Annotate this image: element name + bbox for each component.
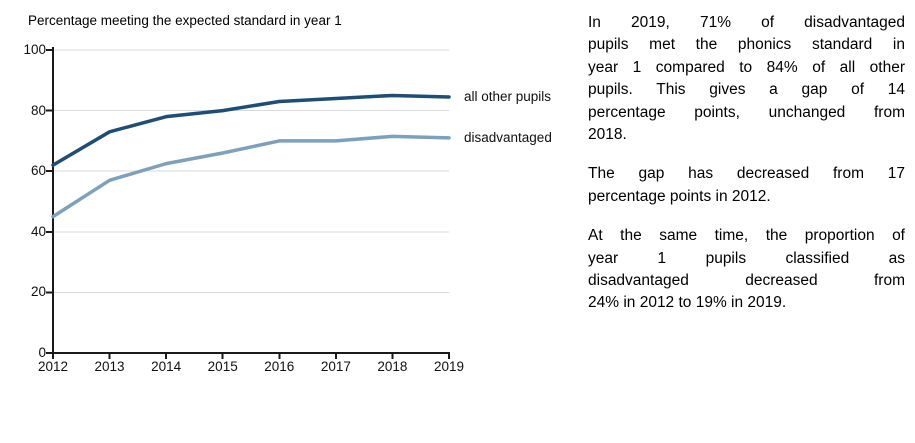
text-line: In 2019, 71% of disadvantaged (588, 14, 905, 31)
series-line-all-other-pupils (51, 93, 451, 167)
y-tick-label: 100 (23, 42, 46, 57)
x-tick-label: 2019 (433, 359, 465, 374)
x-tick-label: 2015 (207, 359, 238, 374)
x-tick-label: 2012 (37, 359, 69, 374)
text-line: year 1 pupils classified as (588, 249, 905, 267)
text-line: percentage points in 2012. (588, 187, 771, 205)
series-label: all other pupils (464, 88, 552, 104)
x-tick-label: 2013 (94, 359, 125, 374)
text-line: 24% in 2012 to 19% in 2019. (588, 294, 787, 312)
text-line: pupils. This gives a gap of 14 (588, 81, 905, 99)
text-line: 2018. (588, 126, 627, 144)
y-tick-label: 80 (30, 102, 46, 118)
y-tick-label: 60 (30, 163, 46, 179)
series-label: disadvantaged (464, 129, 552, 145)
y-tick-label: 0 (38, 345, 46, 360)
text-line: At the same time, the proportion of (588, 227, 905, 245)
chart: Percentage meeting the expected standard… (23, 13, 552, 374)
series-line-disadvantaged (51, 134, 451, 219)
text-line: disadvantaged decreased from (588, 272, 905, 290)
text-line: The gap has decreased from 17 (588, 165, 905, 183)
commentary-paragraph: The gap has decreased from 17 percentage… (588, 163, 905, 208)
x-tick-label: 2017 (320, 359, 351, 374)
text-line: pupils met the phonics standard in (588, 36, 905, 54)
chart-title: Percentage meeting the expected standard… (28, 13, 342, 28)
x-tick-label: 2018 (377, 359, 408, 374)
text-line: percentage points, unchanged from (588, 103, 905, 121)
commentary-paragraph: At the same time, the proportion of year… (588, 225, 905, 315)
y-tick-label: 20 (30, 284, 46, 300)
line-chart-svg (46, 47, 451, 359)
commentary-text: In 2019, 71% of disadvantaged pupils met… (588, 12, 905, 315)
commentary-paragraph: In 2019, 71% of disadvantaged pupils met… (588, 12, 905, 146)
y-tick-label: 40 (30, 223, 46, 239)
x-tick-label: 2016 (264, 359, 295, 374)
text-line: year 1 compared to 84% of all other (588, 58, 905, 76)
x-tick-label: 2014 (151, 359, 182, 374)
